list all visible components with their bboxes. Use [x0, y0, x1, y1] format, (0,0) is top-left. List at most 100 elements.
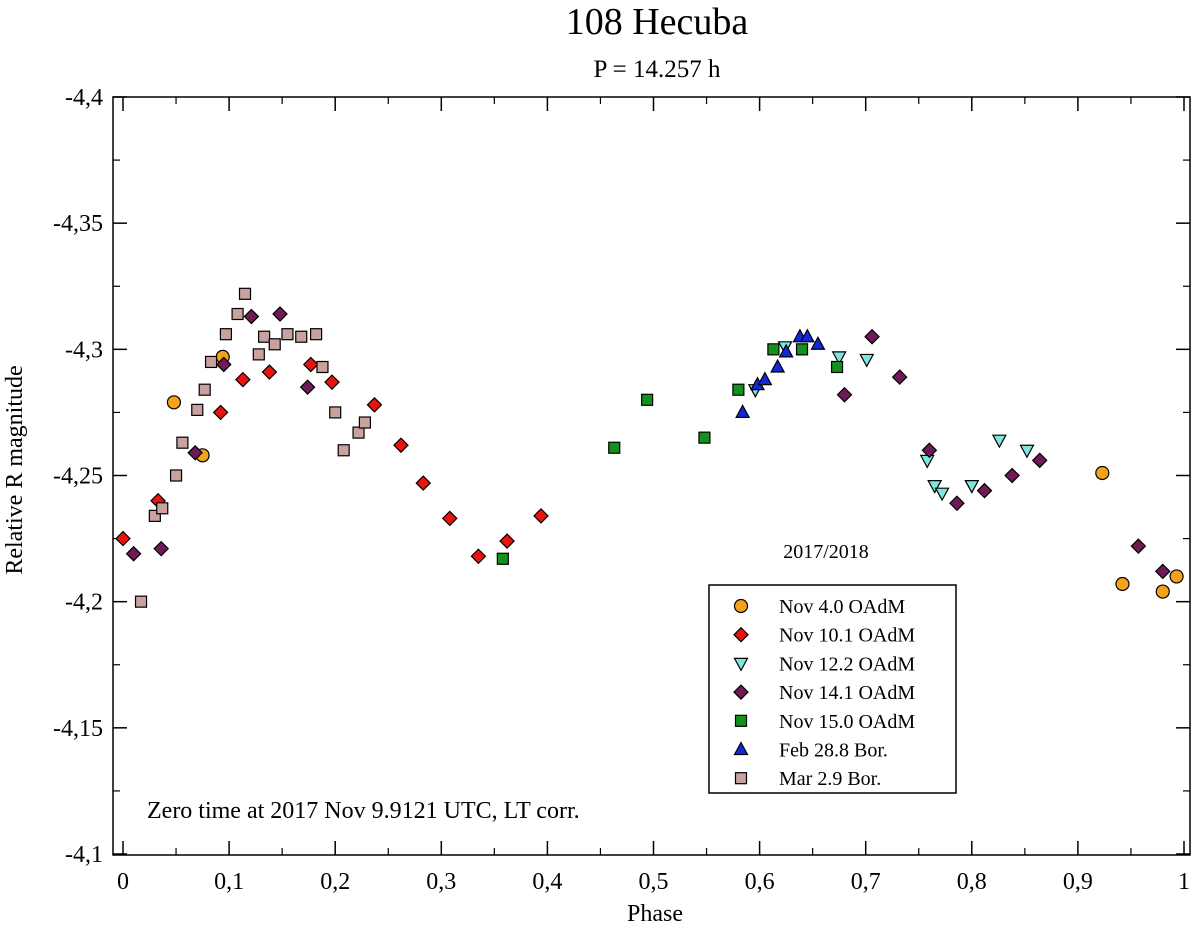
data-point — [859, 353, 875, 368]
data-point — [148, 509, 161, 522]
data-point — [1004, 467, 1020, 484]
data-point — [215, 356, 232, 373]
legend-label: Nov 10.1 OAdM — [779, 625, 915, 647]
data-point — [830, 360, 844, 374]
x-tick-label: 0,1 — [214, 869, 244, 895]
data-point — [156, 502, 169, 515]
data-point — [295, 330, 308, 343]
data-point — [641, 393, 654, 406]
series-5 — [496, 343, 844, 565]
data-point — [732, 383, 745, 396]
legend-marker — [734, 714, 748, 727]
data-point — [1095, 465, 1110, 481]
legend-marker — [733, 741, 749, 756]
x-tick-label: 0,5 — [639, 869, 669, 895]
x-tick-labels: 0 0,1 0,2 0,3 0,4 0,5 0,6 0,7 0,8 0,9 1 — [117, 869, 1190, 895]
data-point — [393, 437, 409, 454]
y-tick-label: -4,3 — [65, 337, 103, 363]
data-point — [864, 328, 880, 345]
series-1 — [166, 349, 1184, 599]
x-axis-label: Phase — [627, 901, 683, 927]
data-point — [919, 454, 935, 469]
data-point — [1115, 576, 1130, 592]
y-tick-label: -4,4 — [65, 85, 103, 111]
data-point — [1031, 452, 1048, 469]
y-tick-labels: -4,4 -4,35 -4,3 -4,25 -4,2 -4,15 -4,1 — [53, 85, 103, 868]
data-point — [778, 343, 794, 358]
data-point — [261, 364, 278, 380]
legend-marker — [734, 772, 748, 785]
data-point — [891, 369, 908, 385]
chart-subtitle: P = 14.257 h — [593, 56, 721, 83]
legend-item: Nov 10.1 OAdM — [733, 625, 915, 647]
data-point — [169, 469, 183, 482]
data-point — [176, 436, 189, 449]
x-tick-label: 0,7 — [851, 869, 881, 895]
data-point — [1155, 584, 1170, 599]
series-4 — [125, 306, 1171, 580]
data-point — [166, 395, 182, 410]
series-2 — [115, 356, 549, 565]
data-point — [252, 348, 265, 361]
data-point — [810, 336, 826, 350]
legend-title: 2017/2018 — [783, 541, 869, 563]
data-point — [115, 530, 131, 547]
x-tick-label: 0,9 — [1063, 869, 1093, 895]
data-point — [1169, 569, 1184, 584]
data-point — [329, 406, 342, 419]
legend-label: Nov 4.0 OAdM — [779, 596, 905, 618]
x-tick-label: 1 — [1178, 869, 1190, 895]
data-point — [767, 343, 780, 356]
data-point — [310, 328, 323, 341]
data-point — [316, 360, 329, 374]
legend-item: Nov 4.0 OAdM — [733, 596, 905, 618]
legend-label: Mar 2.9 Bor. — [779, 768, 881, 790]
data-point — [698, 431, 711, 444]
y-axis-label: Relative R magnitude — [2, 365, 28, 574]
data-point — [258, 330, 271, 343]
data-point — [1019, 444, 1035, 459]
data-point — [836, 386, 853, 403]
data-point — [243, 308, 260, 325]
data-point — [366, 396, 383, 413]
data-point — [470, 548, 487, 565]
legend-label: Nov 12.2 OAdM — [779, 653, 915, 675]
legend-item: Feb 28.8 Bor. — [733, 740, 888, 762]
plot-frame — [112, 96, 1191, 856]
legend-marker — [733, 657, 749, 672]
data-point — [927, 479, 943, 494]
series-6 — [735, 328, 826, 419]
data-point — [358, 416, 372, 429]
data-point — [187, 444, 203, 461]
legend-marker — [733, 684, 749, 700]
data-point — [499, 533, 515, 549]
data-point — [533, 508, 549, 524]
zero-time-annotation: Zero time at 2017 Nov 9.9121 UTC, LT cor… — [147, 798, 580, 824]
data-point — [272, 306, 288, 322]
legend-item: Nov 15.0 OAdM — [734, 711, 915, 733]
axis-ticks — [113, 96, 1190, 855]
data-point — [949, 495, 965, 512]
data-point — [799, 328, 815, 343]
legend-box — [708, 584, 957, 794]
legend: Nov 4.0 OAdM Nov 10.1 OAdM Nov 12.2 OAdM No… — [708, 584, 957, 794]
data-point — [934, 487, 950, 502]
data-point — [352, 426, 365, 439]
data-point — [441, 510, 458, 527]
data-point — [608, 441, 621, 454]
data-point — [134, 595, 148, 608]
data-point — [1154, 563, 1171, 580]
data-point — [281, 328, 294, 341]
legend-items: Nov 4.0 OAdM Nov 10.1 OAdM Nov 12.2 OAdM No… — [733, 596, 915, 790]
data-point — [735, 404, 751, 419]
x-tick-label: 0,8 — [957, 869, 987, 895]
y-tick-label: -4,35 — [53, 211, 103, 237]
y-tick-label: -4,15 — [53, 716, 103, 742]
series-3 — [747, 341, 1035, 502]
data-point — [770, 358, 786, 373]
data-point — [795, 343, 809, 356]
x-tick-label: 0,4 — [532, 869, 562, 895]
data-point — [415, 475, 432, 491]
data-point — [125, 545, 142, 562]
